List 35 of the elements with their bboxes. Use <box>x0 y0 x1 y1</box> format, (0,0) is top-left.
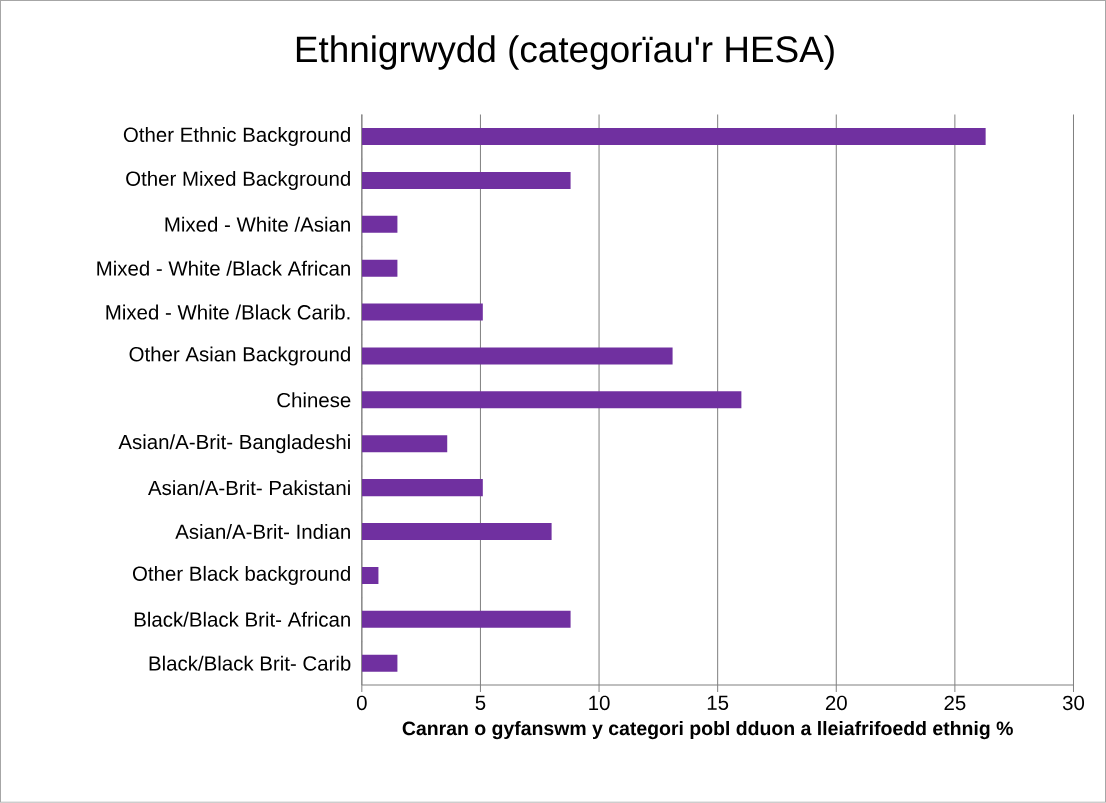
y-tick-label: Asian/A-Brit- Bangladeshi <box>118 434 350 454</box>
bar <box>361 303 483 321</box>
y-tick-label: Chinese <box>277 392 351 408</box>
bar <box>361 523 552 541</box>
y-tick-label: Mixed - White /Black Carib. <box>106 304 350 320</box>
y-tick-label: Mixed - White /Black African <box>97 260 350 276</box>
bar <box>361 610 571 628</box>
y-tick-label: Other Asian Background <box>129 346 350 366</box>
bar <box>361 172 571 190</box>
x-tick-label: 25 <box>944 695 966 711</box>
bar <box>361 567 379 585</box>
bar <box>361 259 398 277</box>
y-tick-label: Black/Black Brit- Carib <box>149 655 351 671</box>
y-tick-label: Other Black background <box>132 566 350 586</box>
bar <box>361 654 398 672</box>
y-tick-label: Asian/A-Brit- Pakistani <box>148 480 350 496</box>
y-tick-label: Mixed - White /Asian <box>165 216 350 232</box>
x-tick-label: 0 <box>356 695 367 711</box>
bar <box>361 435 448 453</box>
bar <box>361 479 483 497</box>
y-tick-label: Asian/A-Brit- Indian <box>175 524 350 540</box>
y-tick-label: Other Mixed Background <box>126 171 350 191</box>
x-tick-label: 20 <box>825 695 847 711</box>
bar <box>361 128 986 146</box>
x-tick-label: 30 <box>1062 695 1085 711</box>
x-axis-title: Canran o gyfanswm y categori pobl dduon a lleiafrifoedd ethnig % <box>402 721 1013 740</box>
chart-title: Ethnigrwydd (categorïau'r HESA) <box>296 35 834 70</box>
y-tick-label: Other Ethnic Background <box>123 127 350 147</box>
bar <box>361 391 742 409</box>
bar <box>361 347 673 365</box>
bar <box>361 215 398 233</box>
x-tick-label: 10 <box>589 695 610 711</box>
x-tick-label: 15 <box>707 695 729 711</box>
x-tick-label: 5 <box>475 695 486 711</box>
y-tick-label: Black/Black Brit- African <box>134 611 350 627</box>
